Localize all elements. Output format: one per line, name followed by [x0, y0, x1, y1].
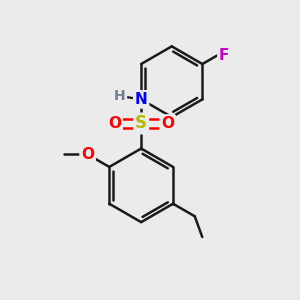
Text: O: O: [108, 116, 121, 131]
Text: O: O: [161, 116, 174, 131]
Text: H: H: [114, 88, 126, 103]
Text: F: F: [219, 48, 229, 63]
Text: S: S: [135, 115, 147, 133]
Text: O: O: [81, 147, 94, 162]
Text: N: N: [135, 92, 148, 107]
